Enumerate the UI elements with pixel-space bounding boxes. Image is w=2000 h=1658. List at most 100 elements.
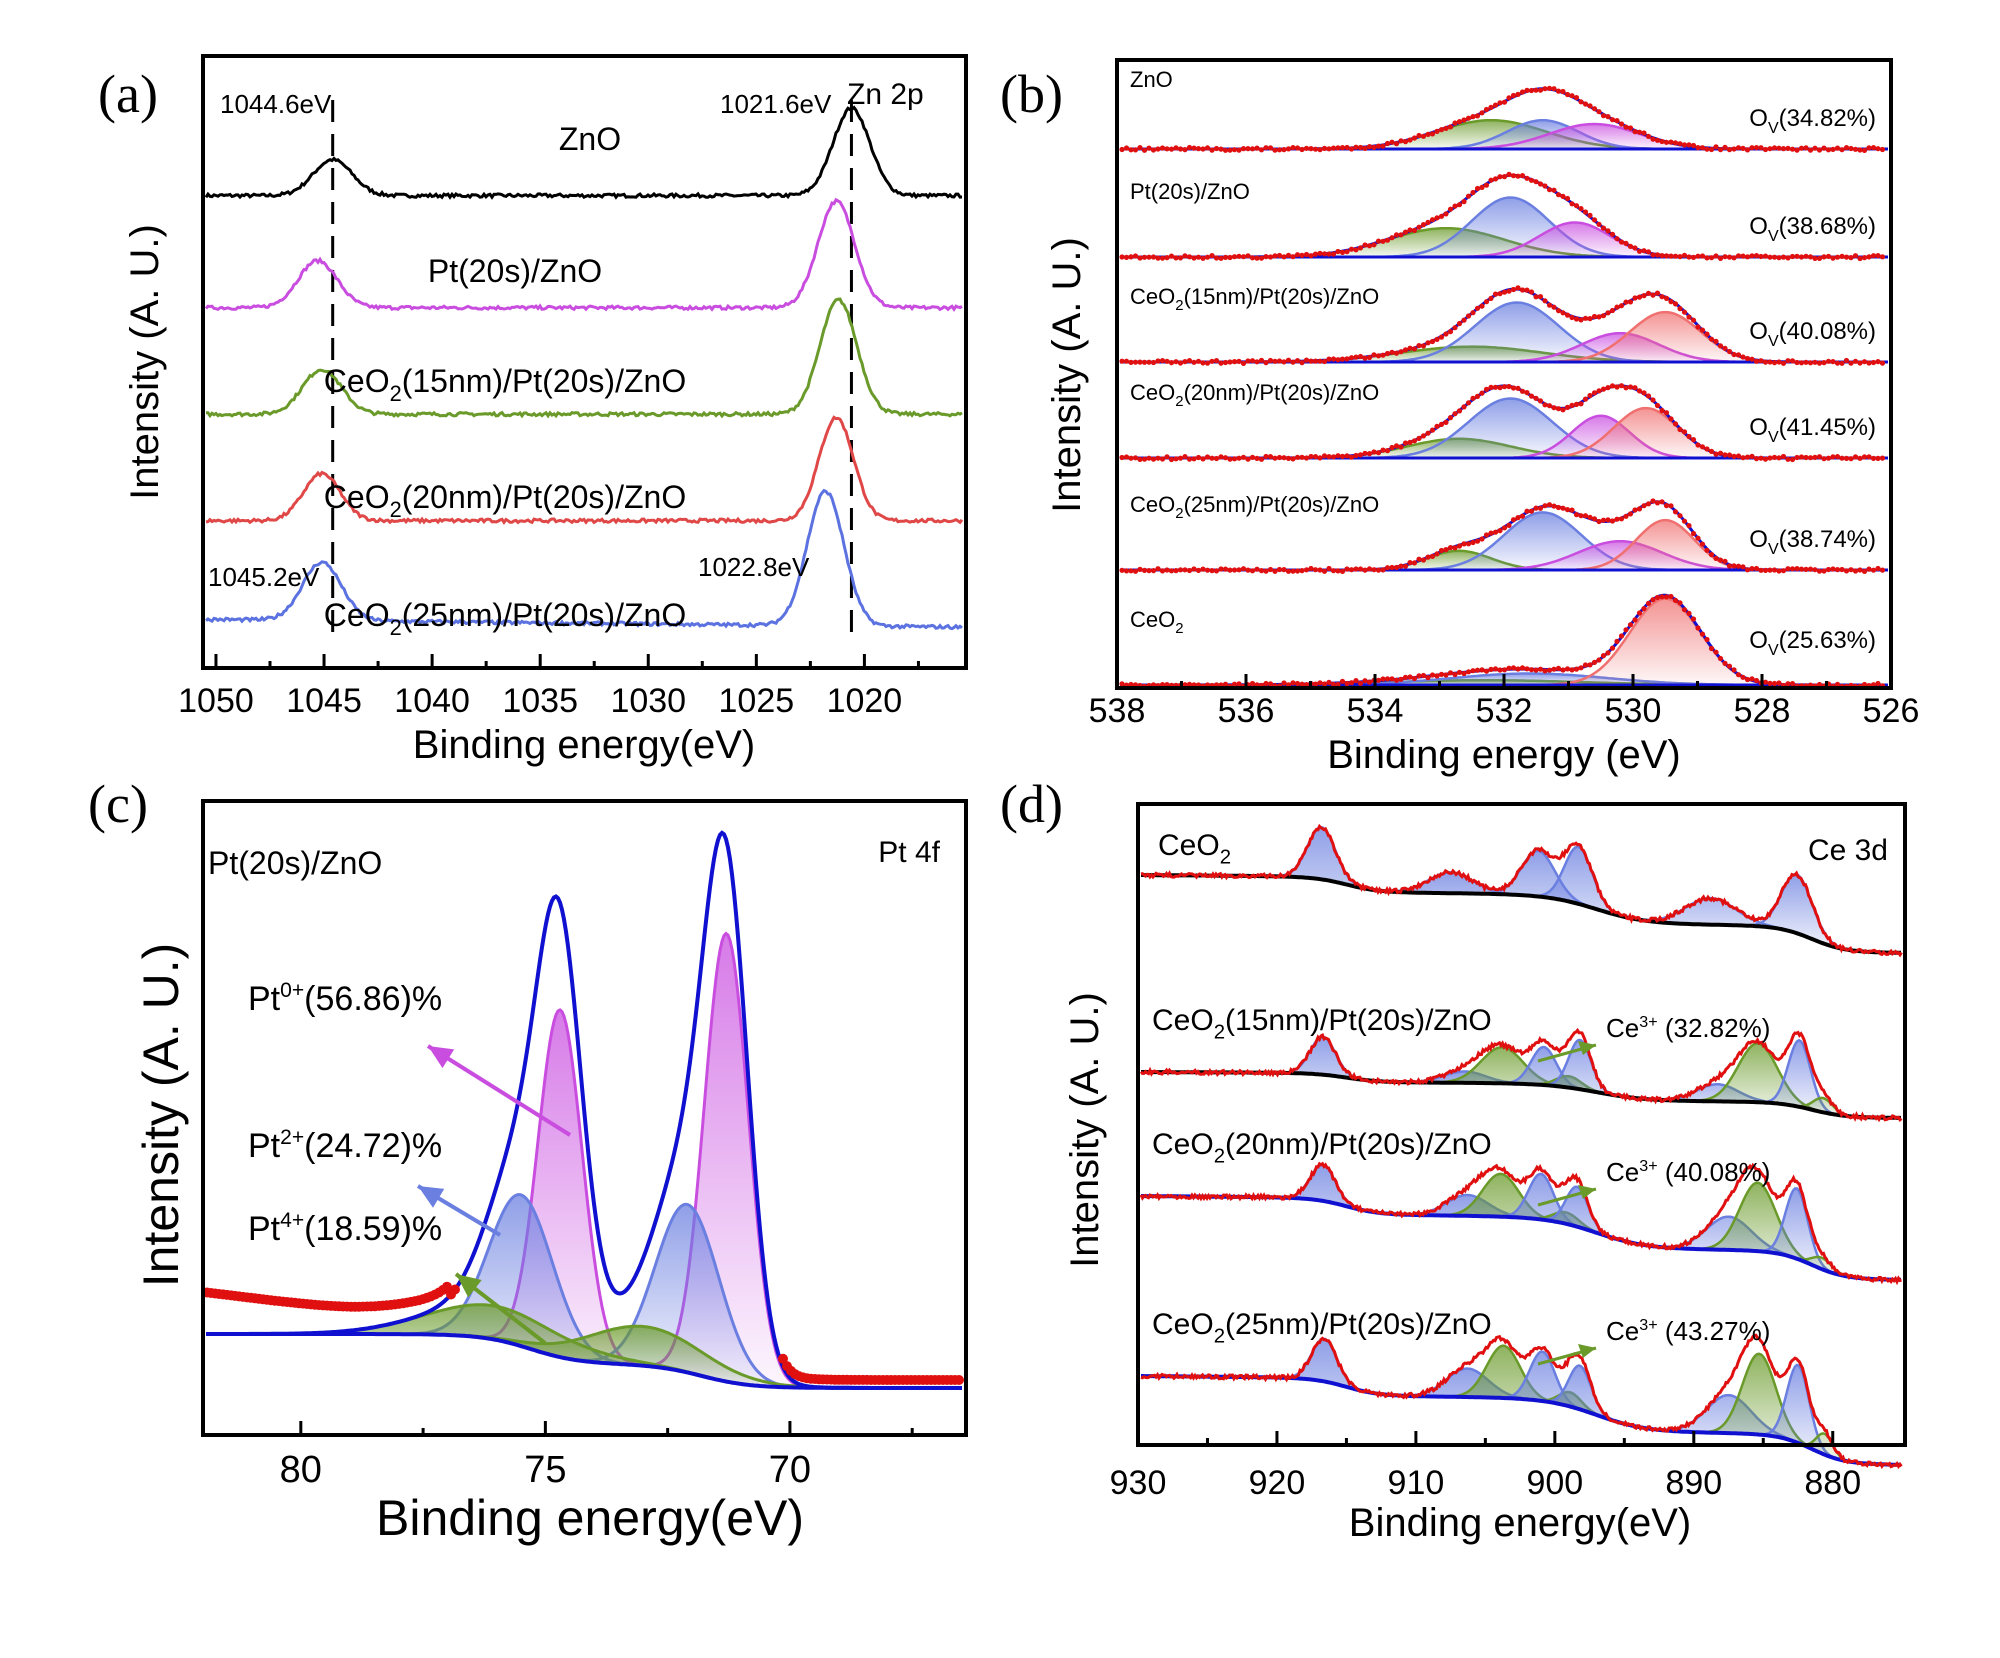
data-point — [1119, 358, 1125, 364]
x-tick-label: 538 — [1089, 692, 1146, 730]
data-point — [1519, 388, 1526, 394]
data-point — [1731, 351, 1737, 358]
data-point — [1677, 426, 1683, 433]
data-point — [1393, 564, 1400, 571]
data-point — [1470, 539, 1476, 546]
data-point — [1348, 680, 1355, 686]
data-point — [778, 1353, 788, 1364]
data-point — [1119, 254, 1125, 260]
data-point — [1852, 146, 1859, 152]
data-point — [1722, 345, 1728, 351]
x-ticks-c: 80 75 70 — [280, 1421, 914, 1491]
data-point — [1704, 547, 1710, 553]
data-point — [1726, 663, 1733, 669]
data-point — [1137, 255, 1143, 261]
data-point — [1366, 354, 1373, 361]
data-point — [1627, 384, 1634, 390]
data-point — [1371, 567, 1377, 573]
data-point — [1821, 254, 1827, 260]
data-point — [1573, 316, 1580, 322]
data-point — [1173, 359, 1179, 365]
data-point — [1663, 253, 1670, 259]
data-point — [1875, 253, 1881, 259]
data-point — [1182, 454, 1188, 460]
data-point — [1317, 455, 1323, 461]
data-point — [1281, 359, 1287, 365]
x-tick-label: 532 — [1476, 692, 1533, 730]
data-point — [1564, 507, 1571, 513]
data-point — [1501, 174, 1508, 180]
data-point — [1488, 530, 1494, 536]
data-point — [1137, 456, 1143, 462]
data-point — [1168, 456, 1175, 463]
axes-frame-b — [1115, 58, 1893, 690]
data-point — [1834, 360, 1841, 366]
data-point — [1524, 287, 1530, 293]
data-point — [1447, 329, 1454, 335]
data-point — [1605, 650, 1611, 656]
data-point — [1699, 631, 1706, 637]
data-point — [1326, 251, 1332, 257]
data-point — [1231, 359, 1238, 365]
data-point — [1780, 568, 1787, 574]
data-point — [1488, 177, 1494, 183]
data-point — [1614, 304, 1620, 310]
data-point — [1317, 358, 1323, 364]
data-point — [1384, 140, 1391, 147]
data-point — [1128, 254, 1134, 260]
data-point — [1474, 393, 1481, 399]
data-point — [1528, 393, 1535, 399]
data-point — [1704, 446, 1710, 452]
data-point — [1330, 681, 1337, 688]
data-point — [1641, 293, 1647, 299]
data-point — [1393, 350, 1400, 356]
data-point — [1474, 305, 1481, 311]
data-point — [1326, 565, 1332, 572]
data-point — [1240, 146, 1247, 152]
data-point — [450, 1284, 460, 1295]
data-point — [1164, 255, 1170, 261]
data-point — [1177, 567, 1184, 573]
data-point — [1501, 289, 1508, 295]
peak-energy-annotation: 1021.6eV — [720, 89, 832, 119]
x-tick-label: 536 — [1218, 692, 1275, 730]
data-point — [1708, 448, 1715, 454]
data-point — [1150, 147, 1157, 153]
data-point — [1213, 455, 1220, 462]
data-point — [1263, 453, 1269, 460]
data-point — [1150, 359, 1157, 366]
data-point — [1681, 142, 1688, 148]
data-point — [1717, 255, 1724, 261]
data-point — [1492, 291, 1499, 297]
data-point — [1794, 454, 1800, 461]
data-point — [1128, 147, 1134, 153]
data-point — [1659, 407, 1665, 414]
data-point — [1164, 682, 1170, 688]
data-point — [1353, 452, 1359, 459]
data-point — [1573, 666, 1580, 672]
data-point — [1672, 140, 1679, 146]
x-tick-label: 1025 — [719, 682, 795, 720]
data-line — [1140, 823, 1903, 958]
data-point — [1789, 566, 1796, 572]
data-point — [1420, 557, 1427, 563]
data-point — [1375, 677, 1382, 683]
data-point — [1659, 253, 1665, 259]
data-point — [1312, 454, 1319, 460]
data-point — [1416, 673, 1422, 679]
data-point — [1155, 566, 1161, 572]
data-point — [1533, 505, 1539, 511]
data-point — [1587, 662, 1593, 668]
data-point — [1308, 146, 1314, 152]
data-point — [1123, 254, 1130, 260]
data-point — [1128, 359, 1134, 365]
data-point — [1182, 567, 1188, 573]
data-point — [1848, 255, 1854, 261]
data-point — [1870, 145, 1877, 151]
data-point — [1609, 518, 1616, 524]
data-point — [1488, 295, 1494, 301]
data-point — [1515, 385, 1521, 391]
component-fill-blue — [1141, 1164, 1901, 1280]
x-tick-label: 1020 — [827, 682, 903, 720]
data-point — [1803, 145, 1809, 151]
